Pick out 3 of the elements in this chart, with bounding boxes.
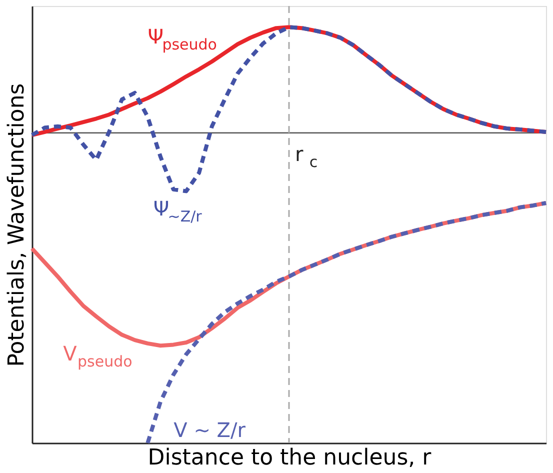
series-label: V ∼ Z/r (174, 418, 246, 442)
y-axis-title: Potentials, Wavefunctions (4, 83, 30, 367)
x-axis-title: Distance to the nucleus, r (148, 446, 432, 470)
